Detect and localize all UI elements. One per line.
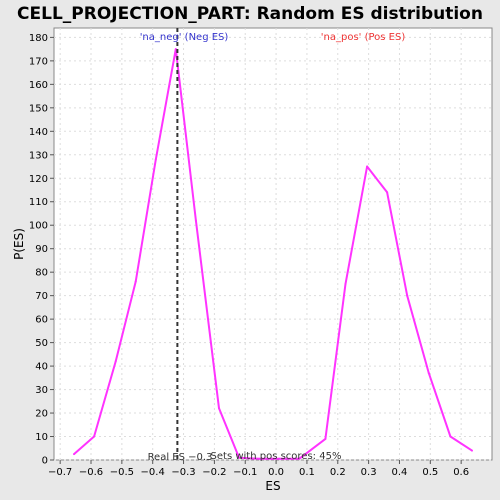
neg-es-label: 'na_neg' (Neg ES) <box>140 32 229 43</box>
x-tick-label: −0.1 <box>233 467 257 478</box>
y-tick-label: 0 <box>42 456 48 467</box>
y-tick-label: 100 <box>29 221 48 232</box>
pos-scores-label: Sets with pos scores: 45% <box>211 451 342 462</box>
y-tick-label: 90 <box>35 244 48 255</box>
data-point <box>194 219 197 222</box>
x-tick-label: 0.6 <box>453 467 469 478</box>
y-tick-label: 10 <box>35 432 48 443</box>
axes: 0 10 20 30 40 50 60 70 80 90 100 110 120 130 140 150 160… <box>29 33 469 478</box>
y-tick-label: 170 <box>29 56 48 67</box>
x-tick-label: −0.4 <box>141 467 165 478</box>
data-point <box>134 280 137 283</box>
data-point <box>114 360 117 363</box>
y-tick-label: 140 <box>29 127 48 138</box>
data-point <box>238 456 241 459</box>
y-tick-label: 130 <box>29 150 48 161</box>
y-tick-label: 160 <box>29 80 48 91</box>
plot-area <box>53 27 493 461</box>
x-tick-label: 0.5 <box>422 467 438 478</box>
y-tick-label: 40 <box>35 362 48 373</box>
y-tick-label: 20 <box>35 409 48 420</box>
real-es-label: Real ES −0.3 <box>148 452 213 463</box>
y-tick-label: 70 <box>35 291 48 302</box>
x-tick-label: −0.2 <box>202 467 226 478</box>
series-line <box>73 48 473 460</box>
y-axis-label: P(ES) <box>12 228 26 260</box>
y-tick-label: 180 <box>29 33 48 44</box>
y-tick-label: 30 <box>35 385 48 396</box>
y-tick-label: 80 <box>35 268 48 279</box>
data-point <box>406 294 409 297</box>
x-tick-label: −0.7 <box>48 467 72 478</box>
data-point <box>449 435 452 438</box>
data-point <box>324 437 327 440</box>
x-tick-label: 0.0 <box>268 467 284 478</box>
data-point <box>154 158 157 161</box>
y-tick-label: 120 <box>29 174 48 185</box>
x-tick-label: 0.3 <box>361 467 377 478</box>
grid <box>54 28 492 461</box>
x-axis-label: ES <box>265 479 280 493</box>
data-point <box>298 457 301 460</box>
data-point <box>344 282 347 285</box>
pos-es-label: 'na_pos' (Pos ES) <box>321 32 406 43</box>
data-point <box>278 457 281 460</box>
x-tick-label: 0.1 <box>299 467 315 478</box>
y-tick-label: 150 <box>29 103 48 114</box>
x-tick-label: −0.5 <box>110 467 134 478</box>
data-point <box>73 453 75 456</box>
data-point <box>471 449 473 452</box>
data-point <box>93 435 96 438</box>
data-point <box>386 191 389 194</box>
x-tick-label: −0.6 <box>79 467 103 478</box>
data-point <box>218 407 220 410</box>
series-layer <box>73 48 473 460</box>
chart-title: CELL_PROJECTION_PART: Random ES distribu… <box>17 4 483 24</box>
x-tick-label: 0.4 <box>392 467 408 478</box>
y-tick-label: 110 <box>29 197 48 208</box>
y-tick-label: 60 <box>35 315 48 326</box>
data-point <box>427 372 430 375</box>
data-point <box>366 165 369 168</box>
data-point <box>174 48 177 51</box>
data-point <box>258 457 261 460</box>
x-tick-label: −0.3 <box>171 467 195 478</box>
x-tick-label: 0.2 <box>330 467 346 478</box>
y-tick-label: 50 <box>35 338 48 349</box>
